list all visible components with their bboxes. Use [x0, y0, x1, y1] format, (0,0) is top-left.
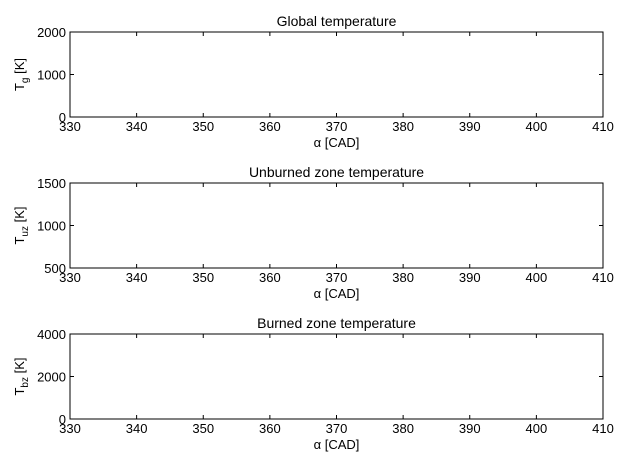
x-tick-label: 410: [592, 119, 614, 134]
x-tick-label: 380: [392, 119, 414, 134]
y-tick-label: 0: [59, 110, 66, 125]
y-tick-label: 1500: [37, 176, 66, 191]
x-tick-label: 390: [459, 421, 481, 436]
x-tick-label: 330: [59, 421, 81, 436]
x-axis-label: α [CAD]: [314, 135, 360, 150]
x-tick-label: 390: [459, 270, 481, 285]
y-tick-label: 2000: [37, 25, 66, 40]
y-tick-label: 2000: [37, 370, 66, 385]
x-tick-label: 370: [326, 270, 348, 285]
y-axis-label: Tg [K]: [12, 58, 31, 91]
axes-frame: [69, 333, 604, 420]
x-tick-label: 390: [459, 119, 481, 134]
x-tick-label: 350: [192, 421, 214, 436]
chart-title: Burned zone temperature: [257, 315, 416, 331]
subplot-3: 330 340 350 360 370 380 390 400 410 0 2000 4000 Burn…: [12, 315, 614, 452]
x-tick-label: 340: [126, 270, 148, 285]
x-tick-label: 330: [59, 270, 81, 285]
x-tick-label: 360: [259, 270, 281, 285]
x-tick-label: 400: [526, 119, 548, 134]
subplot-1: 330 340 350 360 370 380 390 400 410 0 1000 2000 Glob…: [12, 13, 614, 150]
x-tick-label: 360: [259, 421, 281, 436]
chart-title: Unburned zone temperature: [249, 164, 424, 180]
x-tick-label: 350: [192, 270, 214, 285]
x-tick-label: 370: [326, 421, 348, 436]
y-axis-label: Tbz [K]: [12, 357, 31, 395]
x-tick-label: 380: [392, 270, 414, 285]
x-tick-label: 330: [59, 119, 81, 134]
x-tick-label: 410: [592, 270, 614, 285]
x-axis-label: α [CAD]: [314, 286, 360, 301]
x-axis-label: α [CAD]: [314, 437, 360, 452]
x-tick-label: 340: [126, 421, 148, 436]
y-tick-label: 1000: [37, 68, 66, 83]
y-tick-label: 1000: [37, 219, 66, 234]
axes-frame: [69, 182, 604, 269]
x-tick-label: 370: [326, 119, 348, 134]
chart-title: Global temperature: [277, 13, 397, 29]
x-tick-label: 400: [526, 270, 548, 285]
y-axis-label: Tuz [K]: [12, 206, 31, 244]
x-tick-label: 360: [259, 119, 281, 134]
subplot-2: 330 340 350 360 370 380 390 400 410 500 1000 1500 Un…: [12, 164, 614, 301]
y-tick-label: 4000: [37, 327, 66, 342]
x-tick-label: 410: [592, 421, 614, 436]
x-tick-label: 350: [192, 119, 214, 134]
x-tick-label: 340: [126, 119, 148, 134]
axes-frame: [69, 31, 604, 118]
y-tick-label: 500: [44, 261, 66, 276]
x-tick-label: 380: [392, 421, 414, 436]
y-tick-label: 0: [59, 412, 66, 427]
x-tick-label: 400: [526, 421, 548, 436]
